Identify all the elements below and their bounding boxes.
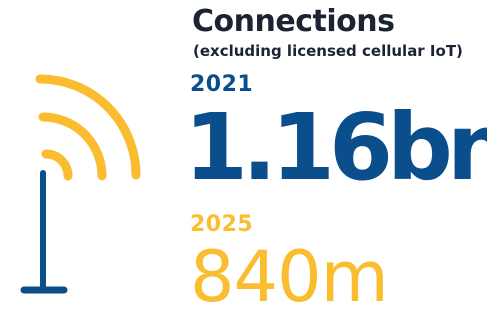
signal-waves bbox=[35, 74, 141, 181]
stat-value-2025: 840m bbox=[190, 236, 389, 318]
antenna-signal-icon bbox=[20, 74, 141, 294]
stat-year-2025: 2025 bbox=[190, 212, 254, 237]
stat-year-2021: 2021 bbox=[190, 72, 254, 97]
stat-value-2021: 1.16bn bbox=[184, 94, 487, 201]
signal-wave-small bbox=[41, 149, 73, 181]
page-subtitle: (excluding licensed cellular IoT) bbox=[193, 42, 463, 60]
signal-wave-large bbox=[35, 74, 141, 180]
signal-wave-medium bbox=[38, 112, 107, 181]
page-title: Connections bbox=[192, 4, 395, 39]
